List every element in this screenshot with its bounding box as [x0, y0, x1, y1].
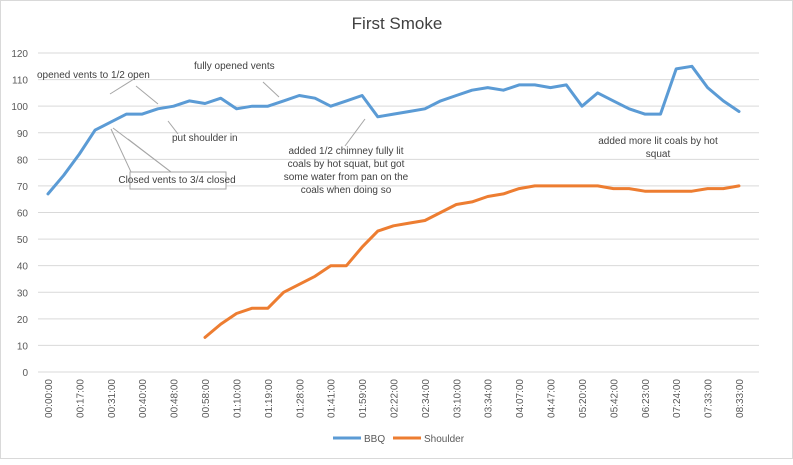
annotation-leader: [344, 118, 366, 147]
x-tick-label: 03:10:00: [452, 379, 463, 418]
x-tick-label: 00:00:00: [44, 379, 55, 418]
x-tick-label: 08:33:00: [735, 379, 746, 418]
annotation-chimney: added 1/2 chimney fully lit: [288, 146, 403, 157]
annotation-shoulder: put shoulder in: [172, 133, 238, 144]
annotation-fully: fully opened vents: [194, 61, 275, 72]
x-tick-label: 00:48:00: [170, 379, 181, 418]
chart-title: First Smoke: [352, 14, 443, 33]
annotation-leader: [110, 128, 132, 173]
x-tick-label: 04:07:00: [515, 379, 526, 418]
y-tick-label: 0: [22, 368, 28, 379]
y-axis: 0 10 20 30 40 50 60 70 80 90 100 110 120: [11, 49, 28, 379]
annotation-leader: [262, 81, 280, 98]
x-tick-label: 01:59:00: [358, 379, 369, 418]
y-tick-label: 120: [11, 49, 28, 60]
y-tick-label: 30: [17, 288, 29, 299]
x-tick-label: 07:33:00: [704, 379, 715, 418]
series-line-shoulder: [203, 184, 741, 339]
y-tick-label: 100: [11, 102, 28, 113]
y-tick-label: 20: [17, 315, 29, 326]
y-tick-label: 80: [17, 155, 29, 166]
annotation-chimney: some water from pan on the: [284, 172, 409, 183]
annotation-leader: [135, 85, 159, 105]
y-tick-label: 110: [12, 76, 28, 87]
x-tick-label: 05:42:00: [609, 379, 620, 418]
annotation-leader: [109, 78, 135, 95]
x-tick-label: 07:24:00: [672, 379, 683, 418]
y-tick-label: 70: [17, 182, 29, 193]
annotations: opened vents to 1/2 open fully opened ven…: [37, 61, 718, 196]
annotation-leader: [167, 120, 179, 135]
annotation-leader: [112, 127, 172, 173]
y-tick-label: 40: [17, 262, 29, 273]
x-tick-label: 00:31:00: [107, 379, 118, 418]
legend-label: Shoulder: [424, 434, 465, 445]
y-tick-label: 90: [17, 129, 29, 140]
annotation-opened: opened vents to 1/2 open: [37, 70, 150, 81]
legend: BBQ Shoulder: [333, 434, 465, 445]
x-axis: 00:00:00 00:17:00 00:31:00 00:40:00 00:48:00…: [44, 379, 746, 418]
annotation-closed: Closed vents to 3/4 closed: [118, 175, 235, 186]
annotation-box: [129, 171, 227, 190]
x-tick-label: 00:40:00: [138, 379, 149, 418]
annotation-chimney: coals by hot squat, but got: [288, 159, 405, 170]
series-line-bbq: [46, 64, 741, 196]
x-tick-label: 00:58:00: [201, 379, 212, 418]
x-tick-label: 03:34:00: [484, 379, 495, 418]
legend-label: BBQ: [364, 434, 385, 445]
x-tick-label: 06:23:00: [641, 379, 652, 418]
series-lines: [46, 64, 741, 339]
x-tick-label: 01:28:00: [295, 379, 306, 418]
y-tick-label: 60: [17, 209, 29, 220]
annotation-morecoals: squat: [646, 149, 671, 160]
annotation-chimney: coals when doing so: [301, 185, 392, 196]
x-tick-label: 01:10:00: [232, 379, 243, 418]
y-tick-label: 10: [17, 341, 29, 352]
x-tick-label: 01:19:00: [264, 379, 275, 418]
x-tick-label: 05:20:00: [578, 379, 589, 418]
x-tick-label: 02:22:00: [390, 379, 401, 418]
annotation-morecoals: added more lit coals by hot: [598, 136, 718, 147]
gridlines: [38, 52, 759, 373]
y-tick-label: 50: [17, 235, 29, 246]
x-tick-label: 04:47:00: [547, 379, 558, 418]
annotation-leaders: [109, 78, 366, 173]
x-tick-label: 02:34:00: [421, 379, 432, 418]
x-tick-label: 01:41:00: [327, 379, 338, 418]
x-tick-label: 00:17:00: [75, 379, 86, 418]
